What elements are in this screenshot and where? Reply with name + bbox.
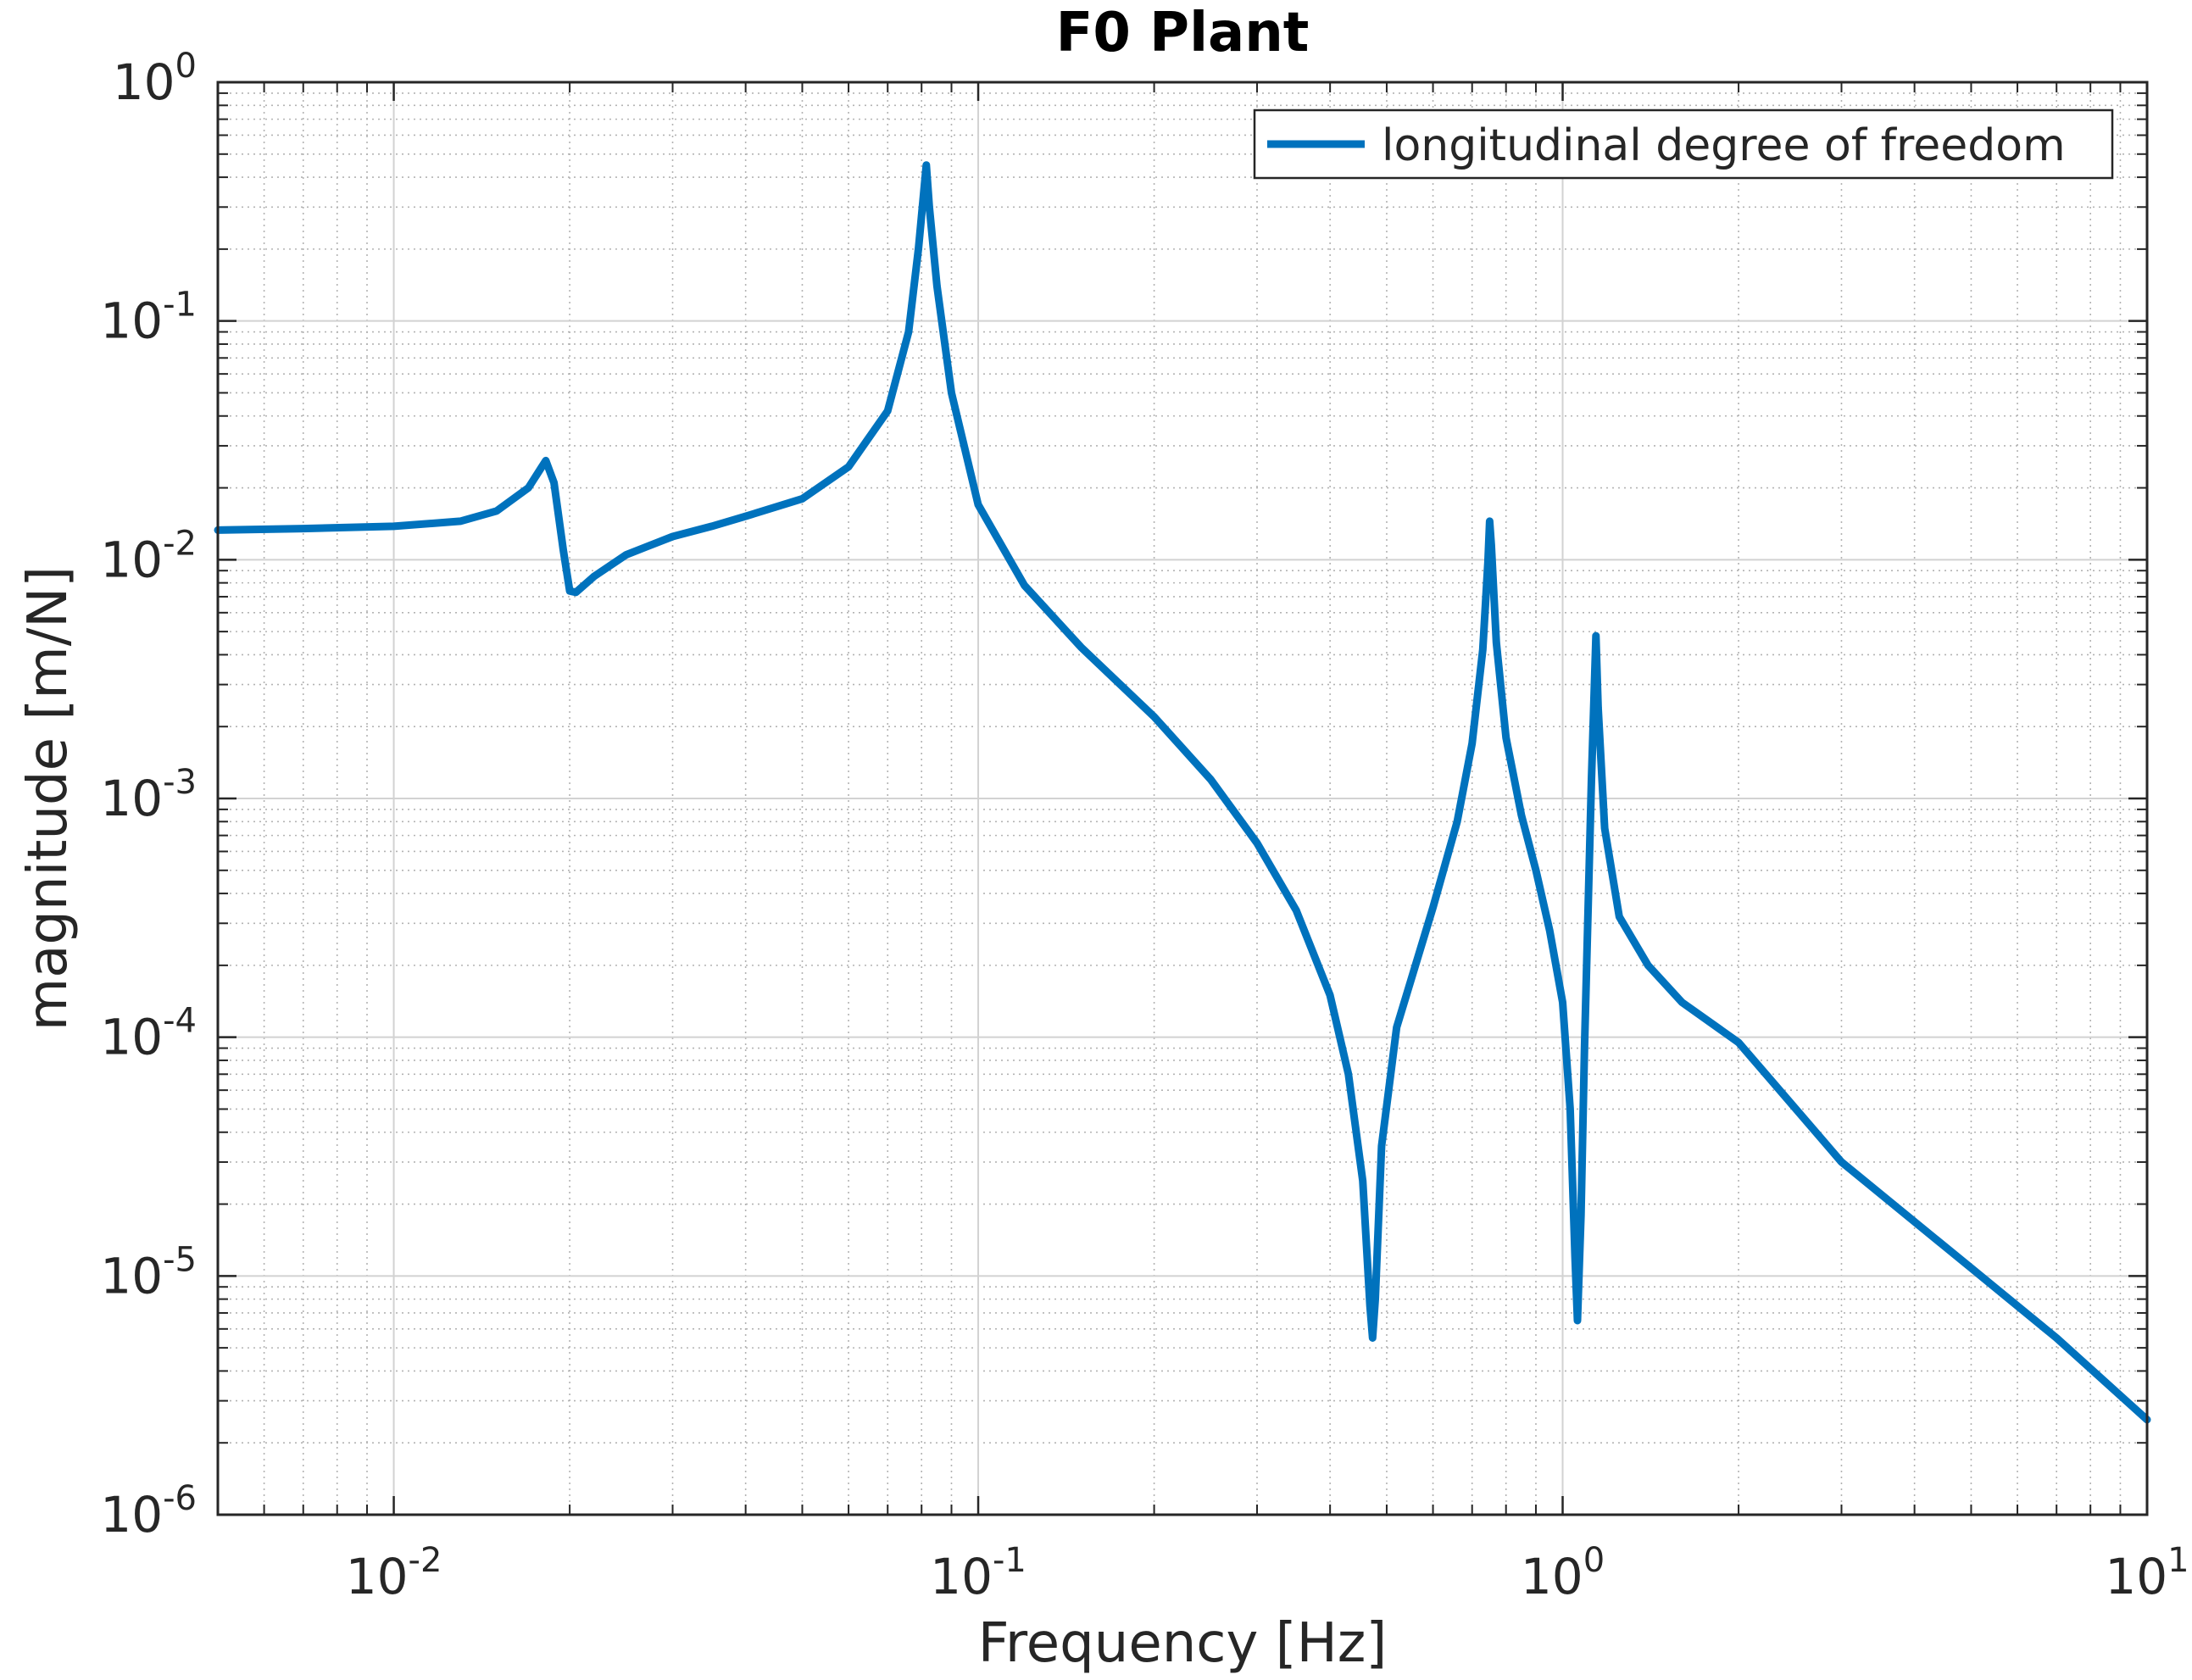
y-tick-label: 10-5: [100, 1240, 197, 1305]
legend: longitudinal degree of freedom: [1253, 108, 2114, 180]
tick-marks: [218, 81, 2149, 1516]
chart-title: F0 Plant: [1056, 2, 1310, 64]
x-tick-label: 101: [2105, 1541, 2189, 1605]
y-tick-label: 10-4: [100, 1002, 197, 1066]
y-tick-label: 100: [113, 47, 197, 111]
x-axis-label: Frequency [Hz]: [978, 1612, 1388, 1675]
y-tick-labels: 100 10-1 10-2 10-3 10-4 10-5 10-6: [100, 47, 197, 1544]
x-tick-labels: 10-2 10-1 100 101: [346, 1541, 2189, 1605]
x-tick-label: 10-1: [930, 1541, 1026, 1605]
x-tick-label: 100: [1521, 1541, 1605, 1605]
y-axis-label: magnitude [m/N]: [17, 566, 80, 1031]
y-tick-label: 10-1: [100, 286, 197, 350]
series-layer: [214, 161, 2151, 1424]
x-tick-label: 10-2: [346, 1541, 442, 1605]
legend-box: [1253, 108, 2114, 180]
legend-label: longitudinal degree of freedom: [1382, 120, 2066, 171]
y-tick-label: 10-2: [100, 524, 197, 588]
y-tick-label: 10-3: [100, 763, 197, 827]
y-tick-label: 10-6: [100, 1479, 197, 1544]
series-line-longitudinal: [214, 161, 2151, 1424]
